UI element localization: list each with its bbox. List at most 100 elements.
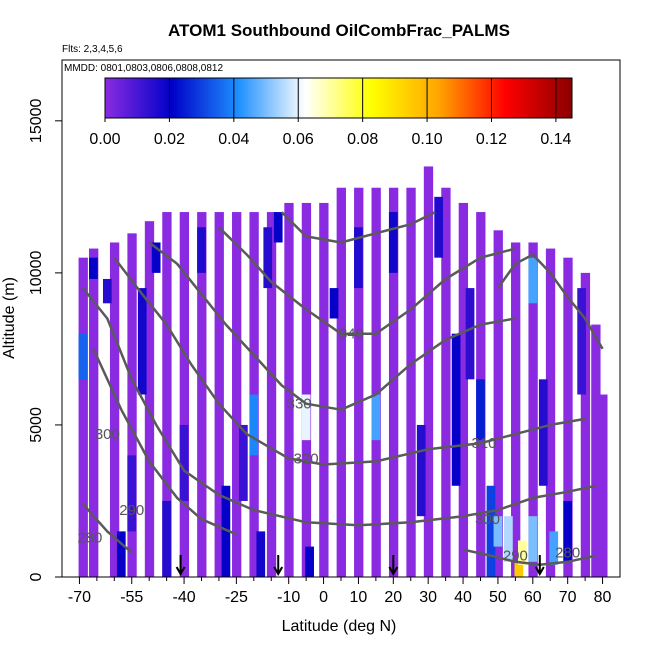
coverage-column [580,272,591,577]
value-cell [528,516,538,562]
x-tick-label: 0 [319,589,328,606]
coverage-column [89,248,99,577]
coverage-column [144,221,155,577]
value-cell [504,516,513,562]
coverage-column [336,187,346,577]
colorbar: 0.00 0.02 0.04 0.06 0.08 0.10 0.12 0.14 [89,77,573,148]
coverage-column [78,257,88,577]
coverage-column [563,257,573,577]
value-cell [465,288,475,380]
value-cell [371,394,381,441]
colorbar-tick-label: 0.12 [476,131,507,148]
value-cell [273,212,283,243]
value-cell [528,257,538,304]
value-cell [354,227,363,289]
colorbar-fill [104,77,573,119]
flight-arrows [175,555,545,577]
x-axis-label: Latitude (deg N) [282,618,397,635]
coverage-column [162,212,172,577]
x-tick-label: -10 [277,589,300,606]
colorbar-tick-label: 0.02 [154,131,185,148]
contour-label: 290 [119,502,144,519]
value-cell [263,227,273,289]
x-tick-label: -70 [68,589,91,606]
value-cell [89,257,98,279]
x-tick-label: 40 [454,589,472,606]
colorbar-tick-label: 0.00 [89,131,120,148]
coverage-column [301,202,312,577]
value-cell [388,212,398,273]
coverage-column [232,212,242,577]
value-cell [221,485,231,577]
colorbar-tick-label: 0.08 [347,131,378,148]
contour-line [81,287,596,527]
coverage-column [319,202,329,577]
x-tick-label: -25 [225,589,248,606]
x-tick-label: 70 [559,589,577,606]
coverage-column [214,212,224,577]
value-cell [256,531,266,577]
value-cell [577,288,586,395]
colorbar-ticks: 0.00 0.02 0.04 0.06 0.08 0.10 0.12 0.14 [89,78,572,148]
value-cell [151,242,161,273]
dates-note: MMDD: 0801,0803,0806,0808,0812 [64,63,223,74]
x-tick-label: 10 [350,589,368,606]
x-tick-label: -55 [120,589,143,606]
contour-line [92,348,237,536]
y-tick-label: 15000 [28,98,45,143]
colorbar-tick-label: 0.04 [218,131,249,148]
x-tick-label: 60 [524,589,542,606]
value-cell [493,516,503,547]
colorbar-tick-label: 0.14 [540,131,571,148]
value-cell [116,531,126,577]
flight-arrow-head [534,566,545,577]
contour-label: 310 [471,435,496,452]
coverage-column [458,202,469,577]
contour-label: 320 [294,450,319,467]
coverage-column [598,394,608,577]
contour-line [113,256,586,466]
contour-line [218,226,516,335]
value-cell [305,546,314,577]
y-tick-label: 5000 [28,407,45,443]
value-cell [137,288,147,395]
value-cell [476,379,485,441]
chart-title: ATOM1 Southbound OilCombFrac_PALMS [168,21,510,40]
contour-labels: 340 330 320 310 300 300 290 290 280 280 [77,326,580,565]
value-cell [538,379,548,486]
x-tick-label: 20 [384,589,402,606]
value-cell [434,196,444,258]
coverage-column [197,212,207,577]
coverage-column [406,187,416,577]
flights-note: Flts: 2,3,4,5,6 [62,44,123,55]
flight-arrow-head [273,566,284,577]
coverage-column [388,187,399,577]
coverage-column [371,187,381,577]
coverage-column [179,212,190,577]
contour-label: 280 [555,545,580,562]
y-tick-label: 10000 [28,251,45,296]
contour-lines [81,210,604,567]
contour-label: 300 [475,511,500,528]
value-cell [451,333,461,486]
coverage-column [441,187,451,577]
value-cell [514,561,524,577]
contour-label: 280 [77,529,102,546]
value-cell [301,394,311,441]
x-tick-label: -40 [173,589,196,606]
value-cell [416,424,426,517]
contour-label: 330 [287,396,312,413]
y-tick-label: 0 [28,572,45,581]
value-cell [127,455,137,532]
x-axis: -70 -55 -40 -25 -10 0 10 20 30 40 50 60 70 80 [68,577,612,606]
value-cell [197,227,206,273]
x-tick-label: 50 [489,589,507,606]
plot-area [78,166,608,578]
colorbar-tick-label: 0.06 [283,131,314,148]
contour-line [280,210,436,244]
coverage-column [493,230,503,577]
value-cell [329,288,339,319]
coverage-column [266,212,277,577]
value-cell [549,531,559,565]
